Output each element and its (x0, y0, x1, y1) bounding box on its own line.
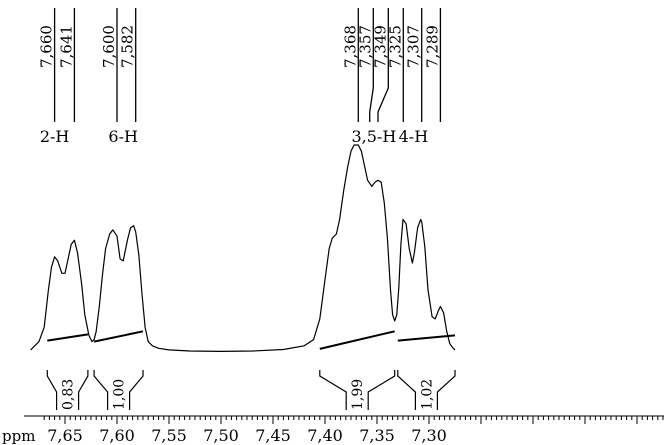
integral-value: 1,99 (350, 379, 366, 410)
peak-label: 7,349 (371, 8, 389, 122)
peak-label: 7,289 (423, 8, 441, 122)
integral-curve (319, 330, 395, 350)
x-tick-label: 7,50 (203, 426, 239, 445)
integral-curve (47, 333, 89, 342)
peak-label: 7,582 (119, 8, 137, 122)
integral-value: 0,83 (61, 379, 77, 410)
group-label: 3,5-H (351, 127, 396, 146)
peak-label-text: 7,660 (38, 25, 56, 68)
peak-label-text: 7,641 (57, 25, 75, 68)
x-tick-label: 7,40 (307, 426, 343, 445)
x-tick-label: 7,55 (151, 426, 187, 445)
integral-bracket: 1,00 (93, 370, 144, 410)
group-label: 6-H (108, 127, 138, 146)
group-labels: 2-H 6-H 3,5-H 4-H (40, 127, 428, 146)
peak-label-text: 7,325 (386, 25, 404, 68)
integral-value: 1,00 (112, 379, 128, 410)
peak-label: 7,357 (356, 8, 374, 122)
spectrum-line (30, 144, 456, 352)
peak-label-text: 7,368 (341, 25, 359, 68)
x-tick-label: 7,30 (411, 426, 447, 445)
integral-bracket: 1,99 (319, 370, 396, 410)
integral-curve (93, 330, 144, 343)
peak-label-text: 7,357 (356, 25, 374, 68)
integrals: 0,83 1,00 1,99 1,02 (46, 370, 456, 410)
integral-curve (397, 334, 456, 342)
peak-label: 7,600 (100, 8, 118, 122)
x-tick-label: 7,35 (359, 426, 395, 445)
peak-label: 7,641 (57, 8, 75, 122)
peak-label: 7,368 (341, 8, 359, 122)
peak-label: 7,325 (386, 8, 404, 122)
peak-label-text: 7,600 (100, 25, 118, 68)
peak-label-text: 7,289 (423, 25, 441, 68)
integral-bracket-line (319, 370, 396, 410)
peak-marker-line (369, 8, 374, 122)
integral-bracket-line (46, 370, 89, 410)
peak-label: 7,307 (405, 8, 423, 122)
x-tick-label: 7,60 (99, 426, 135, 445)
peak-label-text: 7,349 (371, 25, 389, 68)
group-label: 2-H (40, 127, 70, 146)
integral-bracket-line (93, 370, 144, 410)
x-tick-label: 7,45 (255, 426, 291, 445)
peak-marker-line (377, 8, 389, 122)
peak-label-text: 7,582 (119, 25, 137, 68)
integral-bracket: 0,83 (46, 370, 89, 410)
peak-labels: 7,660 7,641 7,600 7,582 7,3687,3577,3497,325… (38, 8, 441, 122)
spectrum-curve-layer (30, 144, 456, 352)
peak-label-text: 7,307 (405, 25, 423, 68)
group-label: 4-H (399, 127, 429, 146)
integral-value: 1,02 (419, 379, 435, 410)
integral-bracket: 1,02 (397, 370, 456, 410)
x-tick-label: 7,65 (47, 426, 83, 445)
integral-bracket-line (397, 370, 456, 410)
peak-label: 7,660 (38, 8, 56, 122)
x-axis-unit-label: ppm (2, 427, 35, 445)
x-axis: ppm 7,65 7,60 7,55 7,50 7,45 7,40 7,35 7,30 (2, 415, 664, 445)
